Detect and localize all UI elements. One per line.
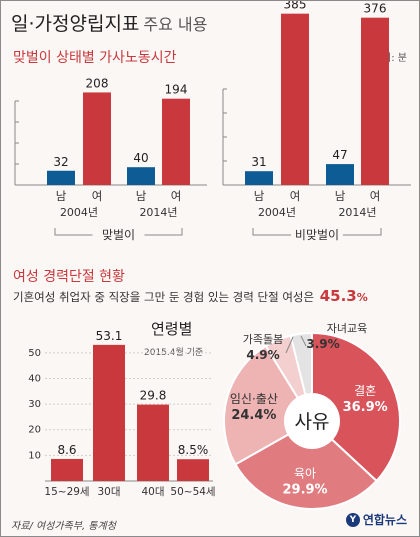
pie-label-2: 임신·출산 xyxy=(230,392,278,406)
year-label-0-0: 2004년 xyxy=(60,206,98,219)
age-chart-title: 연령별 xyxy=(151,320,193,338)
age-y-tick-2: 30 xyxy=(28,399,41,410)
pie-leader-3 xyxy=(285,336,294,354)
bar-비맞벌이-3 xyxy=(361,17,389,186)
data-label-0-2: 40 xyxy=(133,151,148,165)
title-main: 일·가정양립지표 xyxy=(11,13,140,35)
bar-비맞벌이-2 xyxy=(326,164,354,185)
age-bar-1 xyxy=(93,344,125,481)
gender-label-1-2: 남 xyxy=(335,189,346,203)
pie-center-label: 사유 xyxy=(295,411,330,433)
career-break-rate-unit: % xyxy=(356,291,368,304)
age-category-2: 40대 xyxy=(141,486,164,498)
page-title: 일·가정양립지표 주요 내용 xyxy=(11,9,207,36)
group-bracket-1 xyxy=(252,228,382,236)
year-label-1-1: 2014년 xyxy=(338,206,376,219)
age-data-label-2: 29.8 xyxy=(140,389,167,403)
gender-label-1-1: 여 xyxy=(290,189,301,203)
data-label-1-1: 385 xyxy=(284,1,307,12)
pie-slice-1 xyxy=(234,419,378,510)
yonhap-logo: Y 연합뉴스 xyxy=(345,511,407,528)
year-label-0-1: 2014년 xyxy=(139,206,177,219)
career-break-note: 기혼여성 취업자 중 직장을 그만 둔 경험 있는 경력 단절 여성은 45.3… xyxy=(13,287,368,305)
group-bracket-0 xyxy=(54,228,183,236)
career-break-rate: 45.3% xyxy=(320,287,368,305)
gender-label-1-0: 남 xyxy=(254,189,265,203)
pie-value-1: 29.9% xyxy=(282,483,327,498)
pie-label-3: 가족돌봄 xyxy=(243,333,283,346)
bar-맞벌이-2 xyxy=(127,167,155,185)
data-label-0-1: 208 xyxy=(86,76,109,90)
pie-leader-4 xyxy=(300,335,307,347)
age-category-3: 50~54세 xyxy=(170,486,215,498)
bar-맞벌이-3 xyxy=(162,98,190,185)
bar-맞벌이-1 xyxy=(83,92,111,185)
age-category-1: 30대 xyxy=(97,486,120,498)
pie-label-0: 결혼 xyxy=(354,384,376,398)
data-label-0-3: 194 xyxy=(165,83,188,97)
age-category-0: 15~29세 xyxy=(44,486,89,498)
pie-value-0: 36.9% xyxy=(343,400,388,415)
age-data-label-3: 8.5% xyxy=(178,443,209,457)
bar-비맞벌이-0 xyxy=(245,171,273,185)
pie-value-3: 4.9% xyxy=(246,348,279,362)
pie-slice-0 xyxy=(311,331,401,483)
gender-label-0-0: 남 xyxy=(56,189,67,203)
group-label-0: 맞벌이 xyxy=(102,228,135,242)
career-break-rate-value: 45.3 xyxy=(319,287,357,305)
age-bar-0 xyxy=(51,458,83,481)
pie-center xyxy=(284,393,340,449)
age-y-tick-1: 20 xyxy=(28,425,41,436)
bar-맞벌이-0 xyxy=(47,170,75,185)
logo-text: 연합뉴스 xyxy=(362,513,407,527)
pie-label-4: 자녀교육 xyxy=(327,322,367,335)
age-y-tick-0: 10 xyxy=(28,450,41,461)
gender-label-0-2: 남 xyxy=(136,189,147,203)
age-data-label-0: 8.6 xyxy=(57,443,76,457)
age-data-label-1: 53.1 xyxy=(96,329,123,343)
source-note: 자료/ 여성가족부, 통계청 xyxy=(11,521,116,532)
age-bar-2 xyxy=(137,404,169,481)
age-y-tick-3: 40 xyxy=(28,373,41,384)
section-career-break-title: 여성 경력단절 현황 xyxy=(13,269,125,285)
section-housework-title: 맞벌이 상태별 가사노동시간 xyxy=(13,50,177,66)
data-label-1-2: 47 xyxy=(332,148,347,162)
age-bar-3 xyxy=(177,459,209,481)
title-sub: 주요 내용 xyxy=(143,15,208,34)
career-break-note-text: 기혼여성 취업자 중 직장을 그만 둔 경험 있는 경력 단절 여성은 xyxy=(13,290,315,304)
gender-label-1-3: 여 xyxy=(370,189,381,203)
data-label-1-0: 31 xyxy=(251,155,266,169)
bar-비맞벌이-1 xyxy=(281,13,309,185)
pie-label-1: 육아 xyxy=(294,467,316,481)
pie-value-4: 3.9% xyxy=(306,337,339,351)
age-y-tick-4: 50 xyxy=(28,348,41,359)
data-label-1-3: 376 xyxy=(364,2,387,16)
pie-slice-2 xyxy=(223,344,314,466)
group-label-1: 비맞벌이 xyxy=(295,228,339,242)
unit-label: 단위: 분 xyxy=(372,53,407,64)
year-label-1-0: 2004년 xyxy=(258,206,296,219)
gender-label-0-3: 여 xyxy=(171,189,182,203)
logo-mark-icon: Y xyxy=(345,512,360,527)
data-label-0-0: 32 xyxy=(53,155,68,169)
gender-label-0-1: 여 xyxy=(92,189,103,203)
pie-value-2: 24.4% xyxy=(231,408,276,423)
